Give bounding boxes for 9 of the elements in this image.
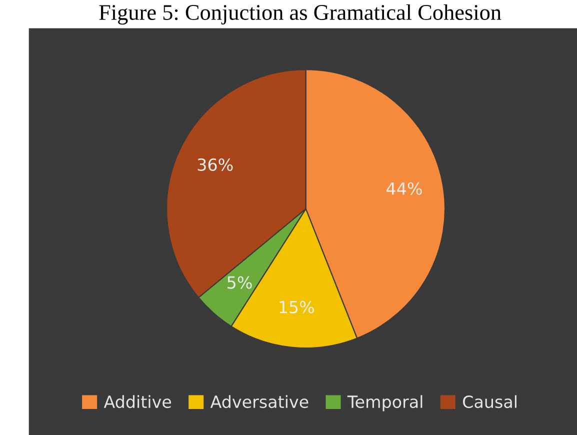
legend-label: Additive xyxy=(104,395,172,408)
data-label: 15% xyxy=(280,300,314,314)
chart-title: Figure 5: Conjuction as Gramatical Cohesion xyxy=(99,4,502,25)
data-label: 36% xyxy=(198,158,233,171)
data-label: 44% xyxy=(386,182,422,195)
data-label: 5% xyxy=(228,276,252,289)
legend-label: Adversative xyxy=(210,395,308,408)
legend-label: Temporal xyxy=(347,395,422,412)
legend-label: Causal xyxy=(463,395,516,408)
